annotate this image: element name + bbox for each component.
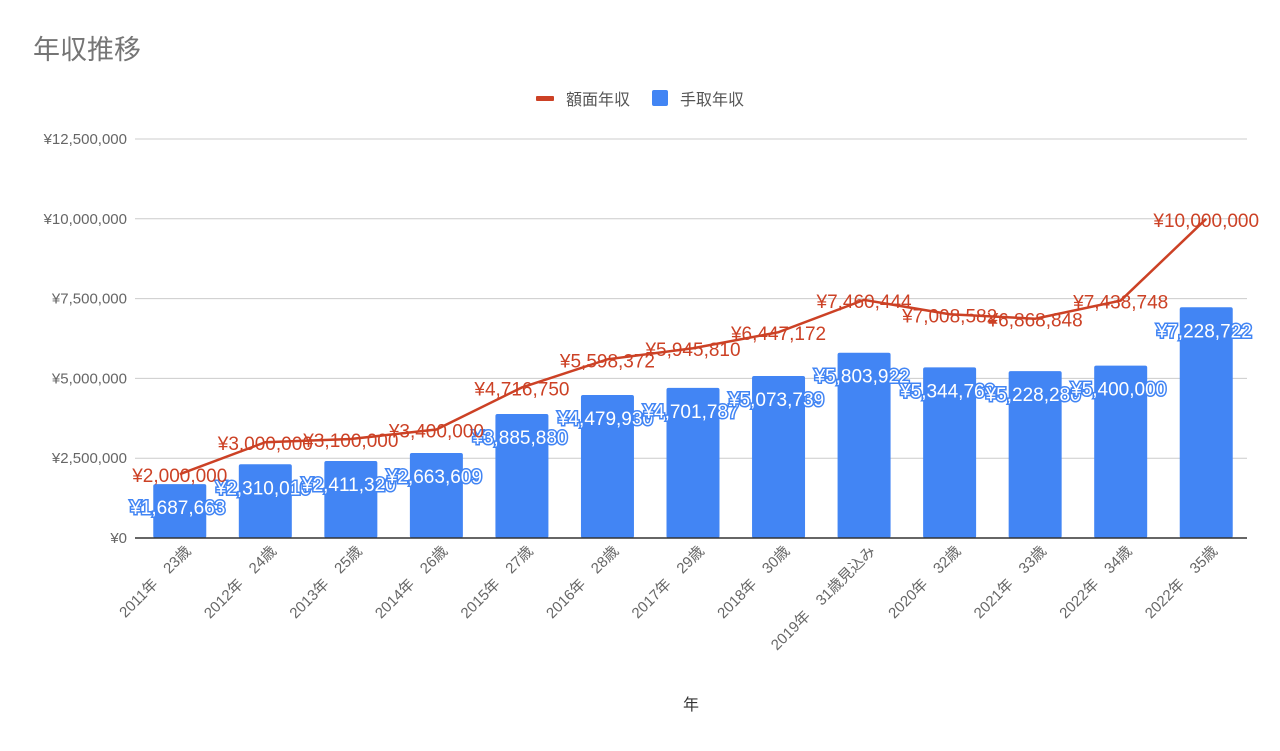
bar-swatch-icon bbox=[652, 90, 668, 106]
bar[interactable] bbox=[1179, 307, 1233, 538]
y-tick-label: ¥10,000,000 bbox=[43, 211, 127, 228]
bar-data-label: ¥2,310,010 bbox=[215, 478, 311, 499]
legend-label: 手取年収 bbox=[680, 92, 745, 109]
line-data-label: ¥7,460,444 bbox=[816, 292, 913, 313]
bar-data-label: ¥7,228,722 bbox=[1156, 321, 1252, 342]
bar-data-label: ¥5,073,739 bbox=[728, 390, 824, 411]
x-tick-label: 2015年 27歳 bbox=[458, 543, 537, 622]
bar[interactable] bbox=[153, 484, 207, 538]
x-axis-title: 年 bbox=[683, 696, 699, 714]
y-tick-label: ¥7,500,000 bbox=[51, 291, 127, 308]
x-tick-label: 2014年 26歳 bbox=[372, 543, 451, 622]
line-data-label: ¥7,008,582 bbox=[901, 306, 997, 327]
line-data-label: ¥4,716,750 bbox=[473, 379, 569, 400]
legend-label: 額面年収 bbox=[565, 92, 630, 109]
x-tick-label: 2012年 24歳 bbox=[201, 543, 280, 622]
bar-data-label: ¥2,663,609 bbox=[386, 467, 482, 488]
x-tick-label: 2021年 33歳 bbox=[971, 543, 1050, 622]
line-swatch-icon bbox=[535, 95, 554, 101]
x-tick-label: 2011年 23歳 bbox=[116, 543, 194, 621]
bar[interactable] bbox=[238, 464, 292, 538]
bar[interactable] bbox=[666, 387, 720, 538]
x-tick-label: 2013年 25歳 bbox=[286, 543, 365, 622]
line-data-label: ¥5,945,810 bbox=[644, 340, 740, 361]
line-series[interactable] bbox=[179, 217, 1208, 476]
x-tick-label: 2022年 35歳 bbox=[1142, 543, 1221, 622]
bar[interactable] bbox=[1094, 365, 1148, 538]
y-tick-label: ¥5,000,000 bbox=[51, 370, 127, 387]
bar-data-label: ¥5,344,760 bbox=[899, 381, 995, 402]
line-data-label: ¥3,100,000 bbox=[302, 431, 398, 452]
x-tick-label: 2022年 34歳 bbox=[1056, 543, 1135, 622]
bar[interactable] bbox=[837, 352, 891, 538]
bar-data-label: ¥5,400,000 bbox=[1070, 380, 1166, 401]
bar-data-label: ¥3,885,880 bbox=[471, 428, 567, 449]
line-data-label: ¥6,868,848 bbox=[987, 311, 1083, 332]
bar[interactable] bbox=[580, 395, 634, 538]
bar[interactable] bbox=[923, 367, 977, 538]
line-data-label: ¥3,400,000 bbox=[388, 421, 484, 442]
line-data-label: ¥2,000,000 bbox=[131, 466, 227, 487]
x-tick-label: 2020年 32歳 bbox=[885, 543, 964, 622]
bar-data-label: ¥2,411,320 bbox=[301, 475, 396, 496]
bar-data-label: ¥5,803,922 bbox=[814, 367, 910, 388]
y-tick-label: ¥2,500,000 bbox=[51, 450, 127, 467]
bar-data-label: ¥5,228,280 bbox=[985, 385, 1081, 406]
line-data-label: ¥3,000,000 bbox=[217, 434, 313, 455]
y-tick-label: ¥0 bbox=[109, 530, 127, 547]
x-tick-label: 2018年 30歳 bbox=[714, 543, 793, 622]
bar[interactable] bbox=[409, 452, 463, 538]
legend-item-gross[interactable]: 額面年収 bbox=[535, 86, 630, 110]
bar-data-label: ¥4,479,930 bbox=[557, 409, 653, 430]
bar[interactable] bbox=[324, 461, 378, 538]
line-data-label: ¥5,598,372 bbox=[559, 351, 655, 372]
bar[interactable] bbox=[495, 413, 549, 538]
legend: 額面年収 手取年収 bbox=[0, 86, 1280, 110]
x-tick-label: 2017年 29歳 bbox=[629, 543, 708, 622]
line-data-label: ¥7,438,748 bbox=[1072, 293, 1168, 314]
line-data-label: ¥10,000,000 bbox=[1152, 211, 1259, 232]
bar[interactable] bbox=[752, 376, 806, 538]
bar-data-label: ¥4,701,787 bbox=[642, 402, 738, 423]
y-tick-label: ¥12,500,000 bbox=[43, 131, 127, 148]
line-data-label: ¥6,447,172 bbox=[730, 324, 826, 345]
bar-data-label: ¥1,687,663 bbox=[129, 498, 225, 519]
legend-item-net[interactable]: 手取年収 bbox=[652, 86, 744, 110]
x-tick-label: 2016年 28歳 bbox=[543, 543, 622, 622]
chart-title: 年収推移 bbox=[33, 35, 141, 65]
bar[interactable] bbox=[1008, 371, 1062, 538]
